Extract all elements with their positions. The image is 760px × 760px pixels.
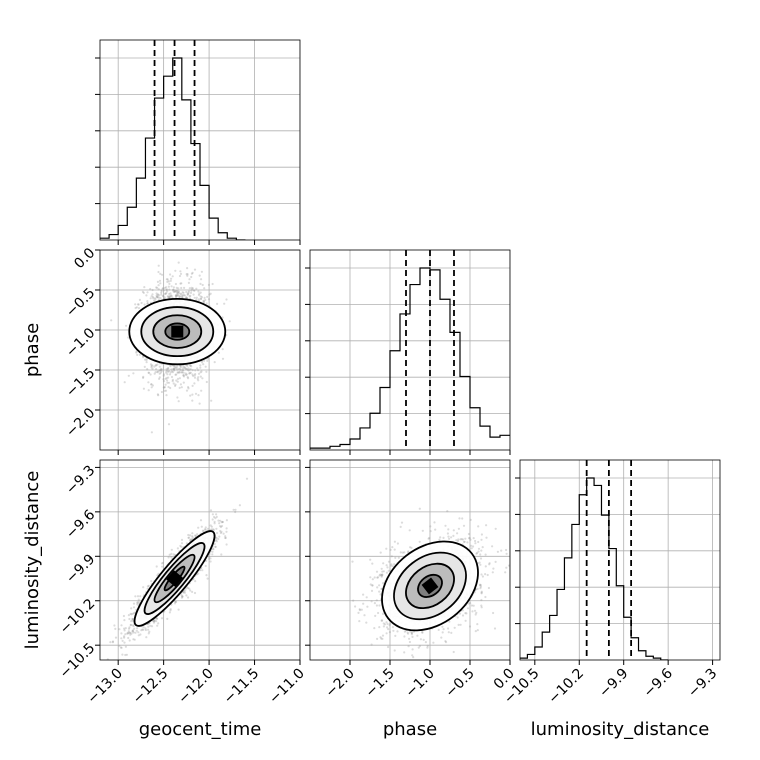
scatter-panel-geocent-time-vs-luminosity-distance bbox=[99, 459, 301, 661]
x-tick-label-phase-1: −1.5 bbox=[362, 666, 397, 701]
y-tick-label-luminosity-distance-0: −10.5 bbox=[57, 640, 99, 682]
x-tick-label-phase-2: −1.0 bbox=[402, 666, 437, 701]
x-tick-label-geocent-time-4: −11.0 bbox=[266, 666, 308, 708]
x-tick-label-geocent-time-3: −11.5 bbox=[221, 666, 263, 708]
y-tick-label-luminosity-distance-2: −9.9 bbox=[63, 551, 98, 586]
axes-frame-geocent-time-vs-luminosity-distance bbox=[99, 459, 301, 661]
scatter-panel-geocent-time-vs-phase bbox=[99, 249, 301, 451]
x-tick-label-luminosity-distance-2: −9.9 bbox=[596, 666, 631, 701]
y-axis-label-luminosity-distance: luminosity_distance bbox=[22, 471, 43, 650]
x-axis-label-luminosity-distance: luminosity_distance bbox=[531, 719, 710, 740]
y-tick-label-phase-2: −1.0 bbox=[63, 325, 98, 360]
x-tick-label-luminosity-distance-3: −9.6 bbox=[641, 665, 676, 700]
axes-frame-hist-phase bbox=[309, 249, 511, 451]
y-tick-label-luminosity-distance-4: −9.3 bbox=[63, 462, 98, 497]
x-tick-label-phase-3: −0.5 bbox=[442, 666, 477, 701]
axes-frame-hist-geocent-time bbox=[99, 39, 301, 241]
y-tick-label-luminosity-distance-3: −9.6 bbox=[63, 507, 98, 542]
y-tick-label-luminosity-distance-1: −10.2 bbox=[57, 596, 99, 638]
density-peak-phase-vs-luminosity-distance bbox=[421, 577, 439, 595]
y-axis-label-phase: phase bbox=[22, 323, 43, 377]
histogram-line-phase bbox=[310, 267, 510, 449]
density-peak-geocent-time-vs-phase bbox=[171, 325, 184, 338]
axes-frame-phase-vs-luminosity-distance bbox=[309, 459, 511, 661]
x-tick-label-luminosity-distance-4: −9.3 bbox=[685, 666, 720, 701]
histogram-panel-luminosity-distance bbox=[515, 459, 721, 661]
x-axis-label-phase: phase bbox=[383, 719, 437, 740]
axes-frame-geocent-time-vs-phase bbox=[99, 249, 301, 451]
x-tick-label-geocent-time-2: −12.0 bbox=[175, 666, 217, 708]
x-tick-label-phase-0: −2.0 bbox=[322, 666, 357, 701]
histogram-line-geocent-time bbox=[100, 57, 246, 240]
histogram-line-luminosity-distance bbox=[520, 477, 669, 660]
y-tick-label-phase-3: −0.5 bbox=[63, 285, 98, 320]
x-tick-label-luminosity-distance-1: −10.2 bbox=[545, 666, 587, 708]
x-tick-label-geocent-time-1: −12.5 bbox=[130, 666, 172, 708]
histogram-panel-geocent-time bbox=[95, 39, 301, 241]
histogram-panel-phase bbox=[305, 249, 511, 451]
scatter-panel-phase-vs-luminosity-distance bbox=[309, 459, 511, 661]
density-peak-geocent-time-vs-luminosity-distance bbox=[166, 570, 183, 587]
y-tick-label-phase-1: −1.5 bbox=[63, 365, 98, 400]
y-tick-label-phase-0: −2.0 bbox=[63, 405, 98, 440]
x-tick-label-geocent-time-0: −13.0 bbox=[84, 666, 126, 708]
x-axis-label-geocent-time: geocent_time bbox=[139, 719, 262, 740]
y-tick-label-phase-4: 0.0 bbox=[71, 245, 98, 272]
axes-frame-hist-luminosity-distance bbox=[519, 459, 721, 661]
